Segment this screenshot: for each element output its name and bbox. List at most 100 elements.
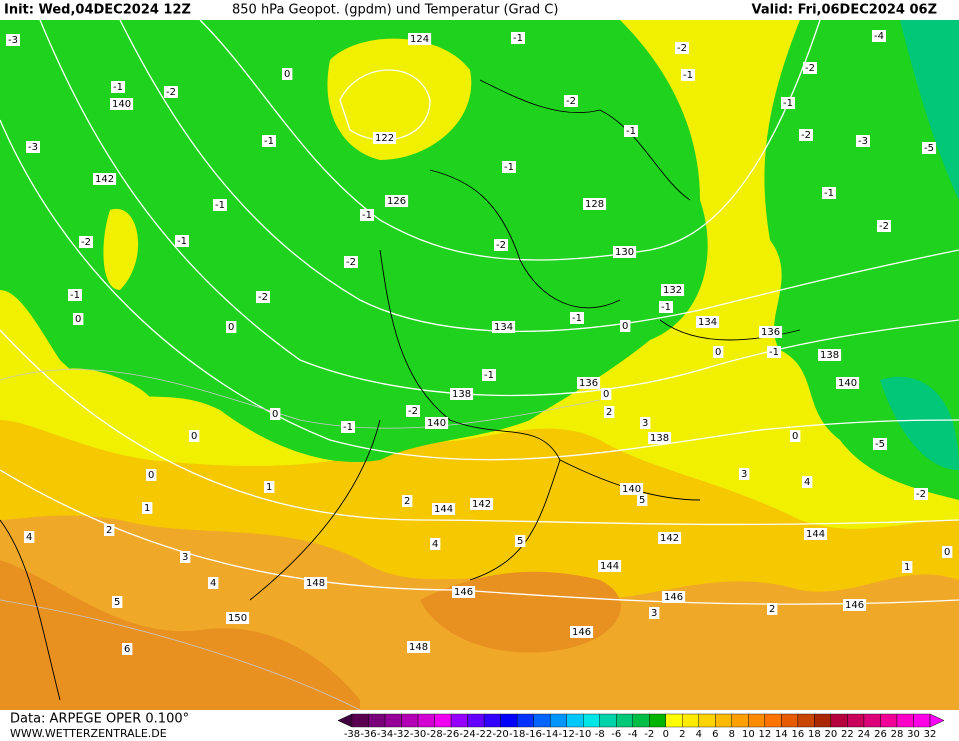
legend-label: -38 bbox=[344, 729, 360, 740]
temperature-label: 1 bbox=[144, 503, 150, 514]
geopotential-label-box bbox=[470, 498, 494, 510]
geopotential-label-box bbox=[385, 195, 409, 207]
legend-label: -34 bbox=[377, 729, 393, 740]
temperature-label: -1 bbox=[824, 188, 834, 199]
temperature-label: -1 bbox=[513, 33, 523, 44]
temperature-label-box bbox=[564, 95, 578, 107]
temperature-label-box bbox=[494, 239, 508, 251]
temperature-label: 3 bbox=[182, 552, 188, 563]
temperature-label: 0 bbox=[228, 322, 234, 333]
geopotential-label: 150 bbox=[228, 613, 247, 624]
temperature-label-box bbox=[902, 561, 913, 573]
temperature-label-box bbox=[803, 62, 817, 74]
temperature-label-box bbox=[914, 488, 928, 500]
legend-label: -22 bbox=[476, 729, 492, 740]
geopotential-label-box bbox=[804, 528, 828, 540]
legend-swatch bbox=[516, 713, 534, 728]
legend-label: 18 bbox=[808, 729, 821, 740]
geopotential-label-box bbox=[648, 432, 672, 444]
temperature-label-box bbox=[256, 291, 270, 303]
temperature-label-box bbox=[767, 346, 781, 358]
legend-swatch bbox=[533, 713, 551, 728]
temperature-label-box bbox=[24, 531, 35, 543]
legend-swatch bbox=[847, 713, 865, 728]
legend-label: -4 bbox=[628, 729, 638, 740]
legend-label: 6 bbox=[712, 729, 718, 740]
geopotential-contour bbox=[39, 19, 959, 397]
temperature-label: -2 bbox=[805, 63, 815, 74]
data-source: Data: ARPEGE OPER 0.100° bbox=[10, 712, 189, 727]
temperature-label: -3 bbox=[28, 142, 38, 153]
legend-high-arrow bbox=[929, 713, 945, 728]
legend-swatch bbox=[781, 713, 799, 728]
temperature-label: 0 bbox=[603, 389, 609, 400]
temperature-label: 0 bbox=[792, 431, 798, 442]
legend-label: -10 bbox=[575, 729, 591, 740]
legend-swatch bbox=[896, 713, 914, 728]
legend-swatch bbox=[434, 713, 452, 728]
legend-label: -32 bbox=[393, 729, 409, 740]
legend-swatch bbox=[731, 713, 749, 728]
temperature-label-box bbox=[942, 546, 953, 558]
temperature-label: -2 bbox=[496, 240, 506, 251]
geopotential-label: 140 bbox=[622, 484, 641, 495]
temperature-label: 0 bbox=[944, 547, 950, 558]
legend-label: 0 bbox=[663, 729, 669, 740]
website: WWW.WETTERZENTRALE.DE bbox=[10, 727, 167, 740]
temperature-label-box bbox=[922, 142, 936, 154]
geopotential-label-box bbox=[492, 321, 516, 333]
temperature-label-box bbox=[262, 135, 276, 147]
legend-swatch bbox=[384, 713, 402, 728]
legend-label: 30 bbox=[907, 729, 920, 740]
legend-label: 16 bbox=[792, 729, 805, 740]
temperature-label-box bbox=[713, 346, 724, 358]
temperature-label-box bbox=[360, 209, 374, 221]
temperature-label: 0 bbox=[622, 321, 628, 332]
legend-swatch bbox=[698, 713, 716, 728]
init-time: Init: Wed,04DEC2024 12Z bbox=[4, 3, 191, 18]
geopotential-label-box bbox=[110, 98, 134, 110]
temperature-label: -2 bbox=[346, 257, 356, 268]
legend-label: -16 bbox=[525, 729, 541, 740]
temperature-label-box bbox=[822, 187, 836, 199]
geopotential-label-box bbox=[425, 417, 449, 429]
temperature-label-box bbox=[406, 405, 420, 417]
temperature-label-box bbox=[601, 388, 612, 400]
legend-swatch bbox=[467, 713, 485, 728]
geopotential-label: 138 bbox=[452, 389, 471, 400]
legend-swatch bbox=[351, 713, 369, 728]
temperature-label-box bbox=[570, 312, 584, 324]
valid-time: Valid: Fri,06DEC2024 06Z bbox=[752, 3, 937, 18]
geopotential-label: 146 bbox=[572, 627, 591, 638]
temperature-label: 2 bbox=[606, 407, 612, 418]
temperature-label: 0 bbox=[191, 431, 197, 442]
geopotential-label-box bbox=[620, 483, 644, 495]
legend-label: 32 bbox=[924, 729, 937, 740]
temperature-label: -1 bbox=[484, 370, 494, 381]
legend-swatch bbox=[715, 713, 733, 728]
geopotential-label-box bbox=[93, 173, 117, 185]
legend-swatch bbox=[368, 713, 386, 728]
temperature-label-box bbox=[402, 495, 413, 507]
temperature-label: -3 bbox=[8, 35, 18, 46]
temperature-label-box bbox=[877, 220, 891, 232]
temperature-label: -2 bbox=[801, 130, 811, 141]
geopotential-label-box bbox=[407, 641, 431, 653]
temperature-label-box bbox=[604, 406, 615, 418]
temperature-label-box bbox=[341, 421, 355, 433]
legend-swatch bbox=[665, 713, 683, 728]
geopotential-label: 140 bbox=[112, 99, 131, 110]
geopotential-label-box bbox=[226, 612, 250, 624]
legend-swatch bbox=[748, 713, 766, 728]
temperature-label-box bbox=[637, 494, 648, 506]
legend-label: 28 bbox=[891, 729, 904, 740]
temperature-label: -3 bbox=[858, 136, 868, 147]
color-legend: -38 -36 -34 -32 -30 -28 -26 -24 -22 -20 -18 -16 -14-… bbox=[337, 713, 945, 740]
geopotential-label: 146 bbox=[845, 600, 864, 611]
geopotential-label: 134 bbox=[698, 317, 717, 328]
geopotential-label-box bbox=[661, 284, 685, 296]
legend-label: -26 bbox=[443, 729, 459, 740]
legend-swatch bbox=[830, 713, 848, 728]
